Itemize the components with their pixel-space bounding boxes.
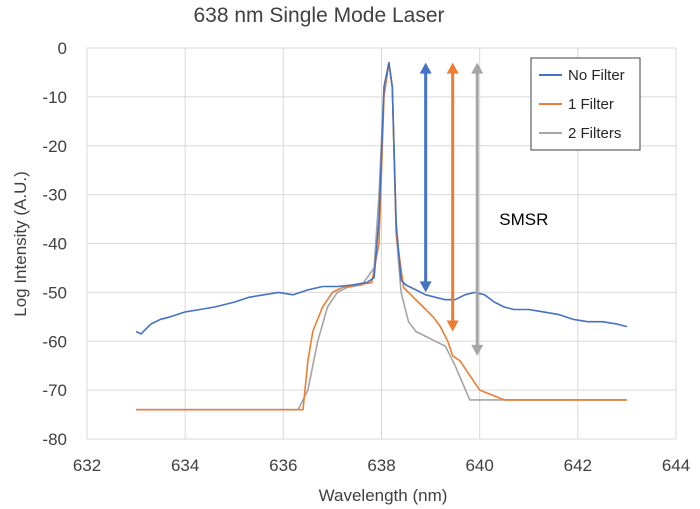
x-tick-label: 642 — [564, 456, 592, 475]
legend-label-2-filters: 2 Filters — [568, 125, 621, 142]
x-tick-label: 632 — [73, 456, 101, 475]
series-line-no-filter — [135, 61, 628, 335]
y-tick-label: -10 — [42, 88, 67, 107]
smsr-arrow-head-bottom — [471, 344, 484, 356]
arrows-layer — [419, 62, 484, 356]
y-tick-label: -80 — [42, 430, 67, 449]
smsr-arrow-head-top — [446, 62, 459, 74]
y-axis-title: Log Intensity (A.U.) — [11, 171, 30, 317]
legend: No Filter 1 Filter 2 Filters — [530, 57, 641, 151]
smsr-arrow-head-bottom — [446, 320, 459, 332]
smsr-arrow-head-top — [471, 62, 484, 74]
y-tick-label: -50 — [42, 283, 67, 302]
series-layer — [135, 61, 628, 411]
y-tick-label: -60 — [42, 332, 67, 351]
y-tick-label: -20 — [42, 137, 67, 156]
smsr-arrow-head-top — [419, 62, 432, 74]
annotation-smsr: SMSR — [499, 210, 548, 229]
y-tick-label: -40 — [42, 235, 67, 254]
x-tick-label: 638 — [367, 456, 395, 475]
y-tick-label: -70 — [42, 381, 67, 400]
legend-label-1-filter: 1 Filter — [568, 96, 614, 113]
chart-title: 638 nm Single Mode Laser — [194, 4, 445, 27]
y-tick-label: -30 — [42, 186, 67, 205]
legend-label-no-filter: No Filter — [568, 67, 625, 84]
x-tick-label: 640 — [465, 456, 493, 475]
smsr-arrow-head-bottom — [419, 281, 432, 293]
x-axis-title: Wavelength (nm) — [319, 486, 448, 505]
x-tick-label: 634 — [171, 456, 199, 475]
axis-tick-labels: 0 -10 -20 -30 -40 -50 -60 -70 -80 632 634 636 638 640… — [42, 39, 690, 475]
x-tick-label: 636 — [269, 456, 297, 475]
x-tick-label: 644 — [662, 456, 690, 475]
y-tick-label: 0 — [58, 39, 67, 58]
